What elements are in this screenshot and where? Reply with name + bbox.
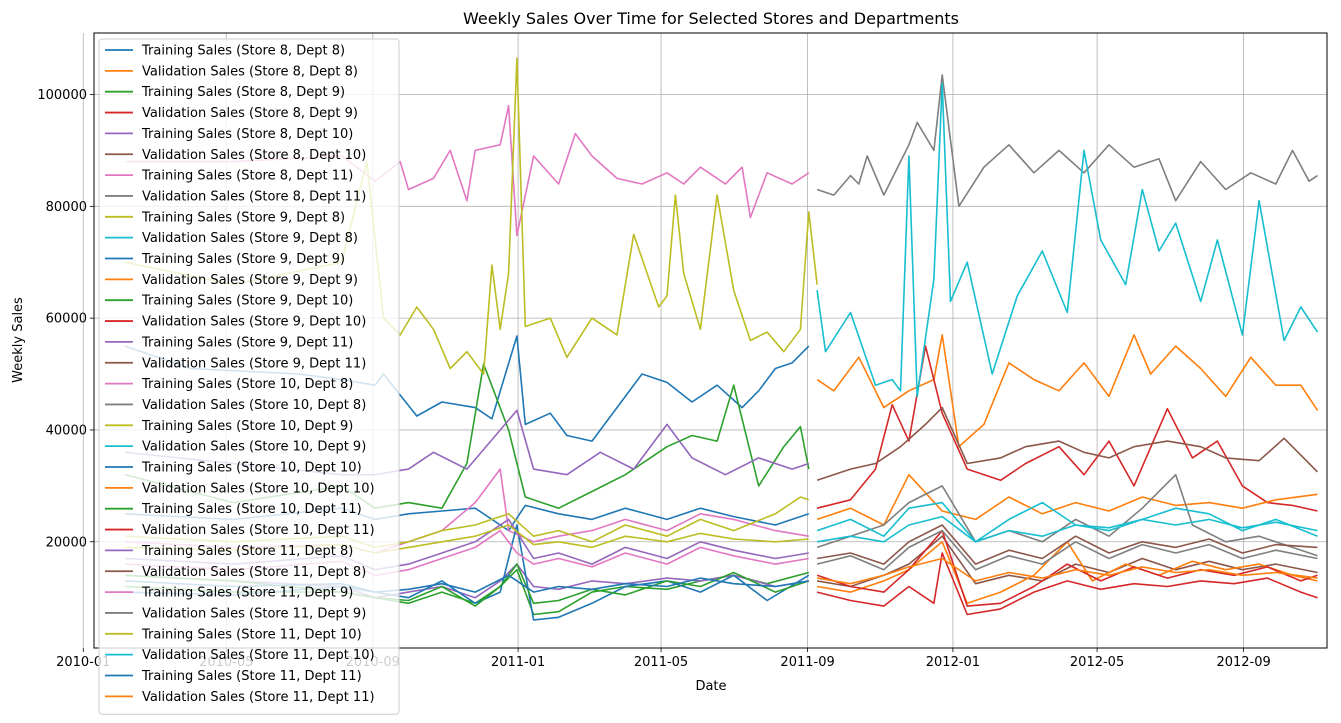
- series-line: [816, 529, 1318, 571]
- series-line: [816, 524, 1318, 565]
- legend-label: Training Sales (Store 9, Dept 8): [141, 210, 345, 225]
- x-tick-label: 2011-09: [780, 655, 834, 670]
- series-line: [816, 406, 1319, 482]
- x-axis-ticks: 2010-012010-052010-092011-012011-052011-…: [56, 648, 1271, 670]
- y-tick-label: 100000: [37, 88, 87, 103]
- legend-label: Validation Sales (Store 11, Dept 11): [142, 690, 375, 705]
- series-lines: [124, 57, 1319, 621]
- legend-label: Training Sales (Store 11, Dept 9): [141, 586, 353, 601]
- series-line: [816, 515, 1318, 543]
- legend-label: Validation Sales (Store 8, Dept 11): [142, 189, 366, 204]
- series-line: [816, 501, 1318, 543]
- legend-label: Validation Sales (Store 9, Dept 8): [142, 231, 358, 246]
- series-line: [816, 473, 1318, 526]
- series-line: [816, 557, 1318, 585]
- legend-label: Validation Sales (Store 9, Dept 11): [142, 356, 366, 371]
- legend-label: Validation Sales (Store 10, Dept 9): [142, 440, 366, 455]
- y-tick-label: 80000: [46, 200, 87, 215]
- series-line: [816, 529, 1318, 607]
- series-line: [124, 57, 818, 375]
- legend-label: Validation Sales (Store 8, Dept 8): [142, 64, 358, 79]
- series-line: [816, 74, 1318, 208]
- legend-label: Validation Sales (Store 10, Dept 11): [142, 523, 375, 538]
- legend-label: Validation Sales (Store 9, Dept 9): [142, 273, 358, 288]
- legend-label: Validation Sales (Store 8, Dept 10): [142, 148, 366, 163]
- legend-label: Validation Sales (Store 11, Dept 10): [142, 648, 375, 663]
- legend-label: Training Sales (Store 10, Dept 10): [141, 461, 362, 476]
- y-tick-label: 20000: [46, 535, 87, 550]
- legend-label: Validation Sales (Store 11, Dept 9): [142, 606, 366, 621]
- x-tick-label: 2011-05: [634, 655, 688, 670]
- x-tick-label: 2010-01: [56, 655, 110, 670]
- legend-label: Validation Sales (Store 9, Dept 10): [142, 315, 366, 330]
- y-axis-label: Weekly Sales: [11, 297, 26, 383]
- legend-label: Validation Sales (Store 10, Dept 10): [142, 481, 375, 496]
- series-line: [816, 82, 1319, 398]
- series-line: [816, 334, 1319, 448]
- legend-label: Validation Sales (Store 8, Dept 9): [142, 106, 358, 121]
- legend: Training Sales (Store 8, Dept 8) Validati…: [98, 38, 400, 715]
- legend-label: Training Sales (Store 10, Dept 9): [141, 419, 353, 434]
- x-tick-label: 2012-05: [1070, 655, 1124, 670]
- legend-label: Training Sales (Store 9, Dept 10): [141, 294, 353, 309]
- legend-label: Training Sales (Store 10, Dept 8): [141, 377, 353, 392]
- series-line: [816, 552, 1318, 616]
- legend-label: Training Sales (Store 8, Dept 11): [141, 169, 353, 184]
- x-tick-label: 2011-01: [491, 655, 545, 670]
- legend-label: Training Sales (Store 10, Dept 11): [141, 502, 362, 517]
- legend-label: Training Sales (Store 9, Dept 11): [141, 335, 353, 350]
- series-line: [816, 535, 1318, 588]
- series-line: [125, 104, 810, 237]
- plot-frame: [93, 32, 1328, 649]
- y-tick-label: 60000: [46, 312, 87, 327]
- x-tick-label: 2012-09: [1216, 655, 1270, 670]
- legend-label: Training Sales (Store 11, Dept 11): [141, 669, 362, 684]
- legend-label: Training Sales (Store 8, Dept 8): [141, 44, 345, 59]
- legend-label: Validation Sales (Store 10, Dept 8): [142, 398, 366, 413]
- legend-label: Training Sales (Store 9, Dept 9): [141, 252, 345, 267]
- series-line: [816, 345, 1318, 512]
- legend-label: Training Sales (Store 8, Dept 9): [141, 85, 345, 100]
- legend-label: Training Sales (Store 11, Dept 10): [141, 627, 362, 642]
- y-tick-label: 40000: [46, 423, 87, 438]
- legend-box: [98, 38, 400, 715]
- series-line: [816, 473, 1318, 557]
- chart-title: Weekly Sales Over Time for Selected Stor…: [463, 9, 959, 28]
- x-tick-label: 2012-01: [926, 655, 980, 670]
- x-axis-label: Date: [695, 679, 726, 694]
- legend-label: Training Sales (Store 8, Dept 10): [141, 127, 353, 142]
- legend-label: Validation Sales (Store 11, Dept 8): [142, 565, 366, 580]
- legend-label: Training Sales (Store 11, Dept 8): [141, 544, 353, 559]
- y-axis-ticks: 20000 40000 60000 80000 100000: [37, 88, 94, 550]
